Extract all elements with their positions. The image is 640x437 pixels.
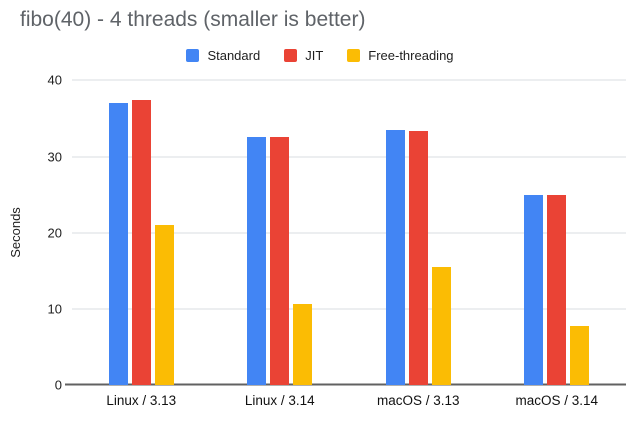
legend: Standard JIT Free-threading <box>0 46 640 64</box>
y-tick-label: 0 <box>54 377 62 393</box>
gridline <box>72 79 626 81</box>
x-axis-baseline <box>65 383 626 386</box>
y-axis-title-text: Seconds <box>7 207 23 259</box>
legend-item-jit: JIT <box>284 48 323 63</box>
gridline <box>72 156 626 157</box>
bar-jit <box>270 137 290 386</box>
bar-jit <box>547 195 567 386</box>
bar-free-threading <box>431 267 451 386</box>
bar-free-threading <box>154 225 174 386</box>
x-axis-label: Linux / 3.13 <box>106 393 177 409</box>
bar-group <box>349 80 488 386</box>
bar-standard <box>247 137 267 386</box>
plot-area <box>72 80 627 386</box>
bar-group <box>488 80 627 386</box>
x-axis-labels: Linux / 3.13 Linux / 3.14 macOS / 3.13 macO… <box>72 393 626 408</box>
y-tick-label: 40 <box>47 72 62 88</box>
y-tick-label: 30 <box>47 149 62 164</box>
bar-standard <box>385 129 405 386</box>
gridline <box>72 232 626 234</box>
bar-standard <box>108 103 128 386</box>
x-axis-label: macOS / 3.13 <box>376 393 460 409</box>
gridline <box>72 308 626 310</box>
bar-group <box>211 80 350 386</box>
x-axis-label: Linux / 3.14 <box>244 393 315 409</box>
x-axis-label: macOS / 3.14 <box>515 393 599 409</box>
legend-label-standard: Standard <box>207 47 261 63</box>
bar-free-threading <box>293 303 313 386</box>
y-axis-title: Seconds <box>0 80 30 385</box>
plot-wrap: 0 10 20 30 40 <box>48 74 627 392</box>
bar-jit <box>408 130 428 386</box>
y-tick-label: 10 <box>47 301 62 317</box>
legend-swatch-jit <box>284 48 298 62</box>
plot-column: 0 10 20 30 40 Linux / 3.13 Linux / 3.14 macOS … <box>30 74 640 408</box>
legend-item-free-threading: Free-threading <box>347 47 454 63</box>
bar-free-threading <box>570 325 590 386</box>
legend-label-free-threading: Free-threading <box>368 47 454 63</box>
chart-title: fibo(40) - 4 threads (smaller is better) <box>20 8 366 31</box>
legend-item-standard: Standard <box>186 48 260 63</box>
chart-body: Seconds 0 10 20 30 40 Linux / 3.13 Linux / 3.… <box>0 74 640 408</box>
bar-jit <box>131 100 151 386</box>
legend-label-jit: JIT <box>305 47 324 63</box>
legend-swatch-standard <box>186 48 200 62</box>
bar-group <box>72 80 211 386</box>
bar-standard <box>524 194 544 386</box>
legend-swatch-free-threading <box>347 48 361 62</box>
y-tick-label: 20 <box>47 225 62 241</box>
